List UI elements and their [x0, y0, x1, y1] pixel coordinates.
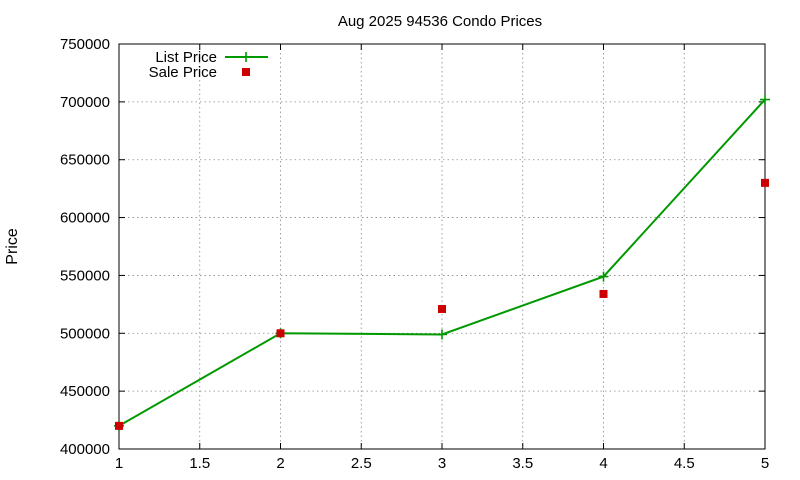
list-price-point	[598, 271, 609, 282]
y-tick-label: 700000	[60, 94, 110, 111]
series-0	[114, 94, 770, 431]
legend-label: List Price	[155, 49, 217, 66]
chart-title: Aug 2025 94536 Condo Prices	[338, 13, 542, 30]
x-tick-label: 1.5	[189, 455, 210, 472]
x-tick-label: 5	[761, 455, 769, 472]
legend-square-marker	[242, 68, 250, 76]
sale-price-point	[276, 329, 285, 338]
x-tick-label: 3.5	[512, 455, 533, 472]
x-tick-label: 2.5	[351, 455, 372, 472]
y-tick-label: 550000	[60, 267, 110, 284]
x-tick-label: 1	[115, 455, 123, 472]
series	[114, 94, 770, 431]
series-1	[115, 178, 769, 430]
sale-price-point	[115, 421, 123, 430]
sale-price-point	[599, 289, 608, 298]
y-tick-label: 500000	[60, 325, 110, 342]
y-axis-label: Price	[4, 228, 21, 265]
y-tick-label: 650000	[60, 152, 110, 169]
y-tick-label: 600000	[60, 210, 110, 227]
sale-price-point	[438, 304, 446, 313]
y-tick-label: 750000	[60, 36, 110, 53]
legend-plus-marker	[241, 52, 251, 62]
x-tick-label: 4.5	[674, 455, 695, 472]
list-price-point	[437, 329, 447, 340]
axis-ticks: 1 1.5 2 2.5 3 3.5 4 4.5 5 400000 450000 500000 55000…	[60, 36, 769, 472]
legend-label: Sale Price	[149, 64, 217, 81]
x-tick-label: 2	[276, 455, 284, 472]
sale-price-point	[761, 178, 769, 187]
grid	[119, 44, 765, 449]
y-tick-label: 400000	[60, 441, 110, 458]
x-tick-label: 4	[599, 455, 607, 472]
y-tick-label: 450000	[60, 383, 110, 400]
list-price-point	[760, 94, 770, 105]
x-tick-label: 3	[438, 455, 446, 472]
